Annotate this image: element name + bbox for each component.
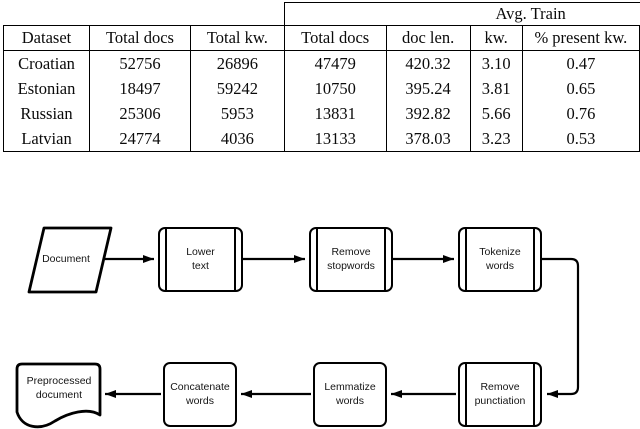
lower-text-node-label: Lower text <box>186 245 215 272</box>
subroutine-bar-icon <box>532 364 535 425</box>
cell: 0.53 <box>521 126 640 152</box>
column-header-total-docs: Total docs <box>89 25 191 51</box>
cell: 3.81 <box>469 76 523 101</box>
cell: 378.03 <box>385 126 471 152</box>
lemmatize-words-node: Lemmatize words <box>313 362 387 427</box>
cell-dataset: Estonian <box>2 76 91 101</box>
table-row-croatian: Croatian 52756 26896 47479 420.32 3.10 0… <box>2 50 640 76</box>
column-header-row: Dataset Total docs Total kw. Total docs … <box>2 25 640 51</box>
cell-dataset: Latvian <box>2 126 91 152</box>
concatenate-words-node-label: Concatenate words <box>170 380 230 407</box>
remove-punctuation-node-label: Remove punctiation <box>474 380 526 407</box>
preprocessed-document-node-label: Preprocessed document <box>26 375 92 401</box>
subroutine-bar-icon <box>316 229 319 290</box>
avg-train-span-header: Avg. Train <box>283 2 640 26</box>
document-node-label: Document <box>42 253 90 266</box>
cell: 59242 <box>189 76 285 101</box>
cell: 18497 <box>89 76 191 101</box>
cell: 420.32 <box>385 50 471 76</box>
table-row-estonian: Estonian 18497 59242 10750 395.24 3.81 0… <box>2 76 640 101</box>
document-input-shape <box>27 226 113 294</box>
remove-punctuation-node: Remove punctiation <box>458 362 542 427</box>
avg-train-header-row: Avg. Train <box>4 2 640 26</box>
table-row-latvian: Latvian 24774 4036 13133 378.03 3.23 0.5… <box>2 126 640 152</box>
cell: 10750 <box>283 76 387 101</box>
subroutine-bar-icon <box>383 229 386 290</box>
cell: 5.66 <box>469 101 523 126</box>
preprocessed-document-shape <box>15 362 102 429</box>
subroutine-bar-icon <box>465 364 468 425</box>
document-node: Document <box>30 228 102 292</box>
column-header-dataset: Dataset <box>2 25 91 51</box>
cell: 13831 <box>283 101 387 126</box>
dataset-statistics-table: Avg. Train Dataset Total docs Total kw. … <box>2 2 640 152</box>
preprocessed-document-node: Preprocessed document <box>17 363 101 415</box>
cell: 25306 <box>89 101 191 126</box>
column-header-doc-len: doc len. <box>385 25 471 51</box>
subroutine-bar-icon <box>465 229 468 290</box>
cell: 52756 <box>89 50 191 76</box>
cell: 395.24 <box>385 76 471 101</box>
cell: 13133 <box>283 126 387 152</box>
subroutine-bar-icon <box>532 229 535 290</box>
tokenize-words-node-label: Tokenize words <box>479 245 521 272</box>
cell: 47479 <box>283 50 387 76</box>
cell: 24774 <box>89 126 191 152</box>
subroutine-bar-icon <box>165 229 168 290</box>
table-row-russian: Russian 25306 5953 13831 392.82 5.66 0.7… <box>2 101 640 126</box>
cell: 5953 <box>189 101 285 126</box>
cell: 0.76 <box>521 101 640 126</box>
cell: 3.10 <box>469 50 523 76</box>
lower-text-node: Lower text <box>158 227 243 292</box>
cell: 3.23 <box>469 126 523 152</box>
remove-stopwords-node: Remove stopwords <box>309 227 393 292</box>
lemmatize-words-node-label: Lemmatize words <box>324 380 376 407</box>
cell-dataset: Russian <box>2 101 91 126</box>
cell-dataset: Croatian <box>2 50 91 76</box>
subroutine-bar-icon <box>233 229 236 290</box>
cell: 26896 <box>189 50 285 76</box>
elbow-connector-tokenize-to-punctuation <box>542 257 580 398</box>
column-header-avg-total-docs: Total docs <box>283 25 387 51</box>
column-header-total-kw: Total kw. <box>189 25 285 51</box>
remove-stopwords-node-label: Remove stopwords <box>327 245 375 272</box>
cell: 0.47 <box>521 50 640 76</box>
cell: 4036 <box>189 126 285 152</box>
cell: 0.65 <box>521 76 640 101</box>
column-header-kw: kw. <box>469 25 523 51</box>
tokenize-words-node: Tokenize words <box>458 227 542 292</box>
concatenate-words-node: Concatenate words <box>163 362 237 427</box>
column-header-present-kw: % present kw. <box>521 25 640 51</box>
